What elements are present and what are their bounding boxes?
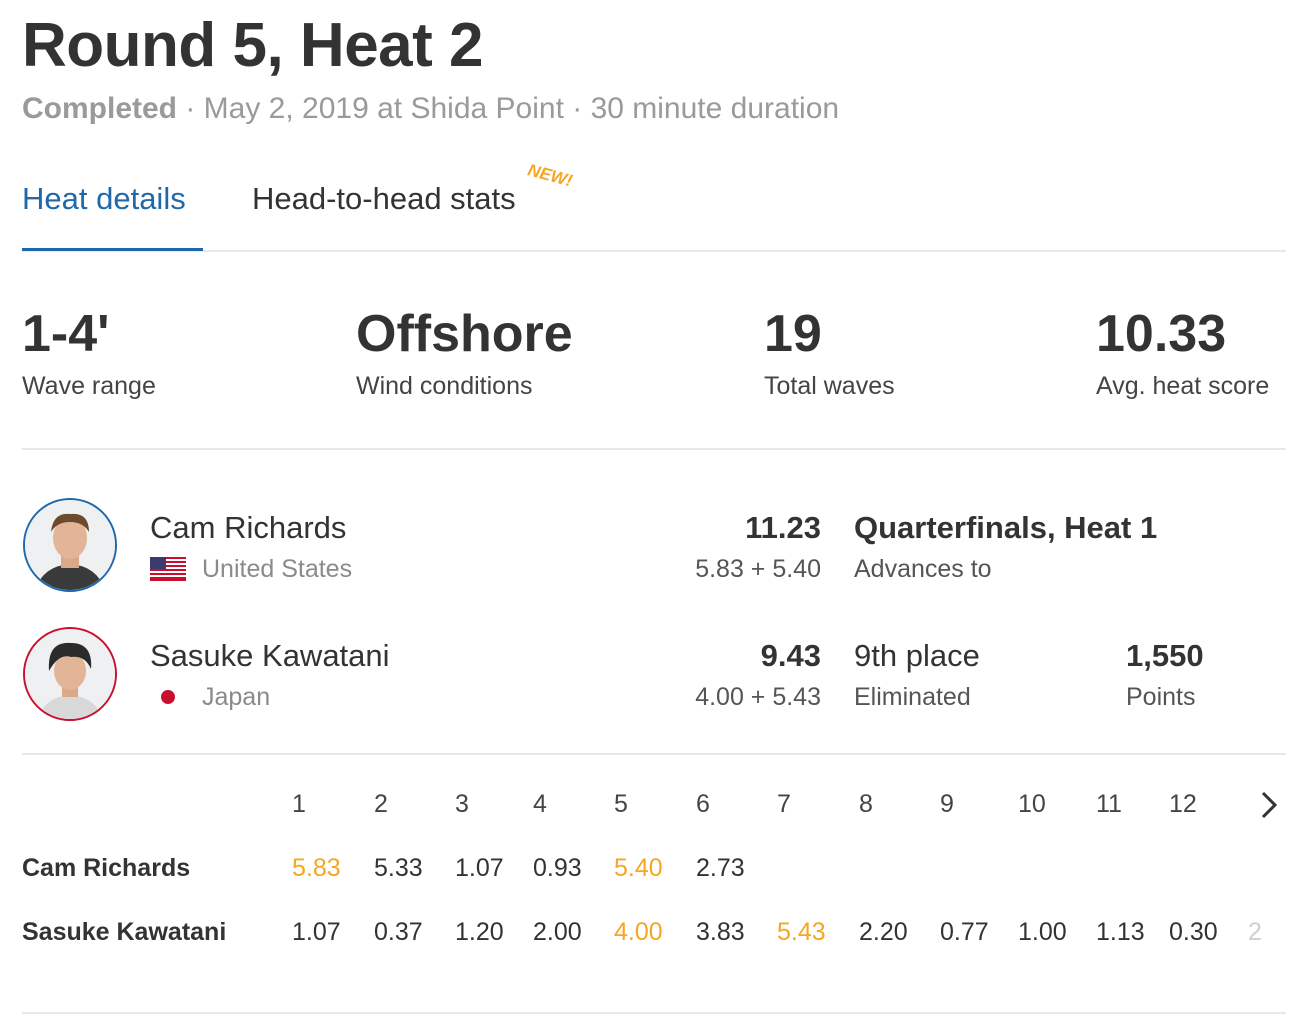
divider [22,753,1286,755]
wave-row-athlete: Cam Richards [22,854,191,882]
wave-score: 0.37 [374,918,423,946]
chevron-right-icon[interactable] [1256,788,1282,822]
new-badge: NEW! [525,160,575,191]
page-title: Round 5, Heat 2 [22,11,484,80]
wave-score: 5.40 [614,854,663,882]
wave-number: 8 [859,790,873,818]
wave-number: 10 [1018,790,1046,818]
japan-flag-icon [161,690,175,704]
athlete-result-sub: Eliminated [854,683,971,711]
athlete-score-breakdown: 5.83 + 5.40 [695,555,821,583]
avatar-cam-richards[interactable] [23,498,117,592]
wave-score: 0.93 [533,854,582,882]
athlete-points-label: Points [1126,683,1196,711]
athlete-points: 1,550 [1126,638,1204,673]
wave-score: 5.83 [292,854,341,882]
stat-label: Wind conditions [356,372,533,400]
divider [22,1012,1286,1014]
wave-score: 4.00 [614,918,663,946]
athlete-total-score: 9.43 [760,638,821,673]
athlete-result[interactable]: Quarterfinals, Heat 1 [854,510,1158,545]
stat-value: 19 [764,305,822,363]
athlete-photo-icon [25,500,115,590]
wave-score: 2.00 [533,918,582,946]
wave-score: 1.20 [455,918,504,946]
wave-number: 6 [696,790,710,818]
athlete-result: 9th place [854,638,980,673]
wave-score: 3.83 [696,918,745,946]
stat-label: Wave range [22,372,156,400]
athlete-total-score: 11.23 [745,510,821,545]
wave-number: 9 [940,790,954,818]
stat-total-waves: 19 Total waves [764,306,895,401]
tab-heat-details[interactable]: Heat details [22,160,203,251]
athlete-country: United States [202,555,353,583]
wave-number: 5 [614,790,628,818]
us-flag-icon [150,557,186,581]
wave-score: 5.43 [777,918,826,946]
wave-number: 12 [1169,790,1197,818]
stat-wave-range: 1-4' Wave range [22,306,156,401]
tab-bar: Heat details Head-to-head stats NEW! [22,160,1286,252]
stat-value: 1-4' [22,305,110,363]
wave-score-cutoff: 2 [1248,918,1262,946]
athlete-name[interactable]: Sasuke Kawatani [150,638,390,673]
wave-number: 4 [533,790,547,818]
athlete-result-sub: Advances to [854,555,992,583]
wave-score: 1.07 [292,918,341,946]
stat-label: Total waves [764,372,895,400]
wave-score: 0.77 [940,918,989,946]
heat-status: Completed [22,92,178,125]
wave-number: 3 [455,790,469,818]
athlete-score-breakdown: 4.00 + 5.43 [695,683,821,711]
heat-meta: · May 2, 2019 at Shida Point · 30 minute… [177,92,840,125]
athlete-photo-icon [25,629,115,719]
wave-number: 2 [374,790,388,818]
divider [22,448,1286,450]
wave-score: 1.00 [1018,918,1067,946]
stat-value: Offshore [356,305,573,363]
stat-value: 10.33 [1096,305,1227,363]
wave-row-athlete: Sasuke Kawatani [22,918,227,946]
wave-score: 5.33 [374,854,423,882]
wave-number: 1 [292,790,306,818]
wave-number: 11 [1096,790,1122,818]
wave-score: 2.73 [696,854,745,882]
tab-head-to-head-stats[interactable]: Head-to-head stats [252,181,516,216]
wave-score: 2.20 [859,918,908,946]
athlete-name[interactable]: Cam Richards [150,510,347,545]
athlete-country: Japan [202,683,271,711]
heat-subtitle: Completed · May 2, 2019 at Shida Point ·… [22,92,839,126]
stat-label: Avg. heat score [1096,372,1270,400]
wave-score: 1.13 [1096,918,1145,946]
wave-score: 1.07 [455,854,504,882]
stat-avg-heat-score: 10.33 Avg. heat score [1096,306,1269,401]
wave-score: 0.30 [1169,918,1218,946]
avatar-sasuke-kawatani[interactable] [23,627,117,721]
stat-wind-conditions: Offshore Wind conditions [356,306,573,401]
wave-number: 7 [777,790,791,818]
